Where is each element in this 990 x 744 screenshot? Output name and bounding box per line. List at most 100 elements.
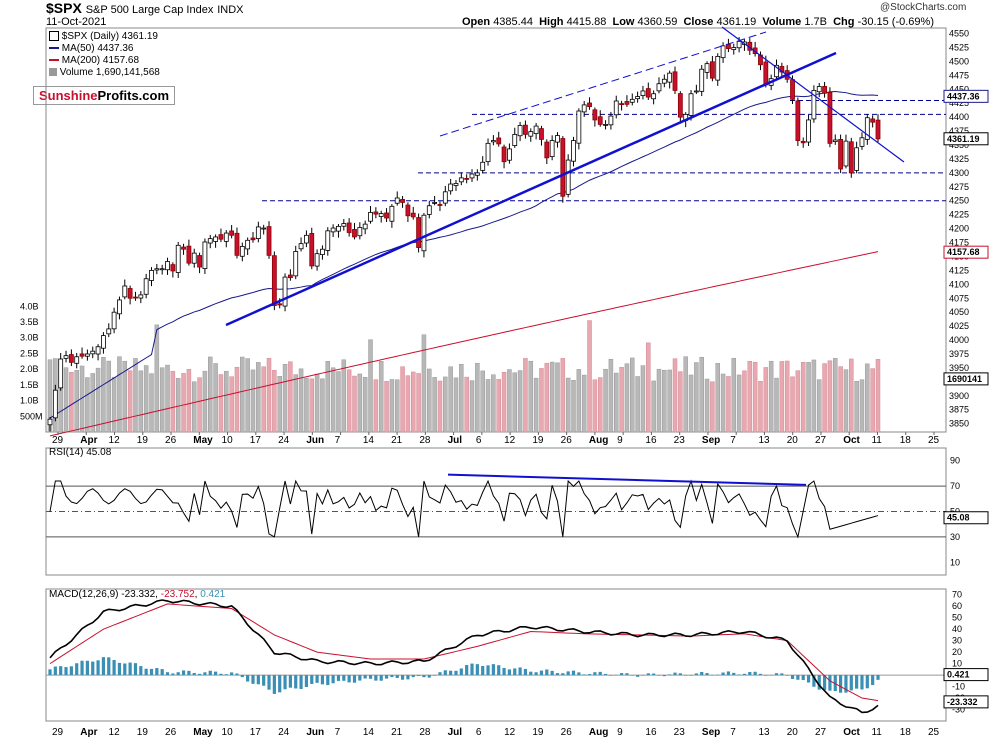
- macd-histogram-bar: [374, 675, 378, 681]
- logo-part2: Profits.com: [97, 88, 170, 103]
- volume-bar: [630, 357, 635, 433]
- macd-histogram-bar: [710, 674, 714, 676]
- volume-bar: [69, 372, 74, 433]
- x-axis-label-bottom: Aug: [589, 727, 608, 738]
- candle-body: [400, 199, 405, 203]
- macd-histogram-bar: [780, 673, 784, 676]
- logo-part1: Sunshine: [39, 88, 98, 103]
- candle-body: [266, 226, 272, 256]
- volume-bar: [432, 377, 437, 433]
- candle-body: [645, 88, 651, 98]
- candle-body: [165, 261, 170, 271]
- x-axis-label-bottom: 18: [900, 727, 912, 738]
- legend-ma200: MA(200) 4157.68: [49, 55, 160, 67]
- candle-body: [496, 137, 502, 145]
- candle-body: [800, 140, 806, 144]
- ticker-name: S&P 500 Large Cap Index: [85, 4, 214, 16]
- volume-bar: [576, 369, 582, 433]
- candle-body: [432, 202, 438, 204]
- macd-histogram-bar: [662, 675, 666, 677]
- x-axis-label-bottom: 25: [928, 727, 940, 738]
- candle-body: [790, 79, 795, 100]
- macd-tick-label: 20: [952, 647, 962, 657]
- ma200-value-label: 4157.68: [947, 247, 980, 257]
- candle-body: [245, 239, 251, 250]
- candle-body: [442, 191, 448, 204]
- uptrend-line: [225, 51, 837, 327]
- candle-body: [774, 64, 779, 78]
- price-tick-label: 4500: [949, 56, 969, 66]
- macd-histogram-bar: [839, 675, 843, 693]
- candle-body: [250, 237, 256, 241]
- x-axis-label-bottom: 16: [645, 727, 657, 738]
- legend-ma50: MA(50) 4437.36: [49, 43, 160, 55]
- macd-histogram-bar: [165, 672, 170, 676]
- x-axis-label: 19: [137, 435, 149, 446]
- macd-histogram-bar: [748, 672, 752, 676]
- candle-body: [608, 115, 614, 126]
- macd-title: MACD(12,26,9) -23.332, -23.752, 0.421: [49, 589, 226, 600]
- candle-body: [624, 101, 630, 105]
- volume-bar: [646, 342, 651, 433]
- candle-body: [197, 255, 202, 268]
- macd-histogram-bar: [272, 675, 276, 694]
- candle-body: [186, 245, 192, 264]
- volume-bar: [704, 378, 710, 433]
- macd-histogram-bar: [443, 670, 447, 676]
- candle-body: [421, 214, 427, 252]
- macd-histogram-bar: [550, 670, 554, 676]
- macd-histogram-bar: [582, 674, 586, 676]
- candle-body: [320, 248, 325, 256]
- volume-bar: [592, 379, 598, 433]
- macd-histogram-bar: [395, 675, 399, 678]
- macd-histogram-bar: [262, 675, 266, 686]
- ma200-line: [49, 251, 879, 437]
- macd-histogram-bar: [144, 668, 148, 676]
- macd-value-label: -23.332: [947, 697, 978, 707]
- macd-hist-value-label-box: [943, 668, 989, 682]
- volume-bar: [731, 357, 737, 433]
- macd-histogram-bar: [251, 675, 255, 684]
- macd-histogram-bar: [283, 675, 287, 690]
- macd-histogram-bar: [315, 675, 319, 683]
- rsi-tick-label: 90: [950, 456, 960, 466]
- price-tick-label: 4100: [949, 279, 969, 289]
- macd-histogram-bar: [849, 675, 853, 691]
- macd-value-label-box: [943, 695, 989, 709]
- candle-body: [213, 236, 219, 242]
- macd-histogram-bar: [326, 675, 330, 686]
- ma50-line: [49, 91, 879, 419]
- macd-histogram-bar: [689, 675, 693, 676]
- x-axis-label: 18: [900, 435, 912, 446]
- macd-histogram-bar: [64, 667, 68, 676]
- low-value: 4360.59: [637, 16, 678, 28]
- macd-histogram-bar: [267, 675, 271, 690]
- macd-histogram-bar: [59, 666, 63, 676]
- volume-bar: [309, 378, 315, 433]
- candle-body: [202, 241, 208, 269]
- volume-bar: [346, 369, 352, 433]
- candle-body: [565, 159, 571, 195]
- volume-bar: [475, 363, 480, 433]
- macd-histogram-bar: [352, 675, 357, 683]
- macd-histogram-bar: [246, 675, 250, 682]
- x-axis-label: Sep: [702, 435, 720, 446]
- volume-bar: [485, 379, 491, 433]
- volume-bar: [277, 376, 282, 433]
- macd-histogram-bar: [422, 675, 426, 678]
- candle-body: [870, 118, 876, 123]
- volume-bar: [459, 364, 464, 433]
- open-label: Open: [462, 16, 491, 28]
- candle-body: [373, 211, 379, 215]
- macd-histogram-bar: [668, 674, 672, 676]
- x-axis-label: 11: [871, 435, 882, 446]
- macd-histogram-bar: [860, 675, 864, 690]
- volume-bar: [443, 376, 448, 433]
- candle-body: [576, 110, 582, 144]
- candle-body: [555, 135, 560, 143]
- macd-signal-line: [49, 603, 879, 702]
- volume-bar: [394, 379, 400, 433]
- macd-histogram-bar: [716, 674, 720, 676]
- volume-bar: [549, 361, 555, 433]
- volume-bar: [234, 366, 240, 433]
